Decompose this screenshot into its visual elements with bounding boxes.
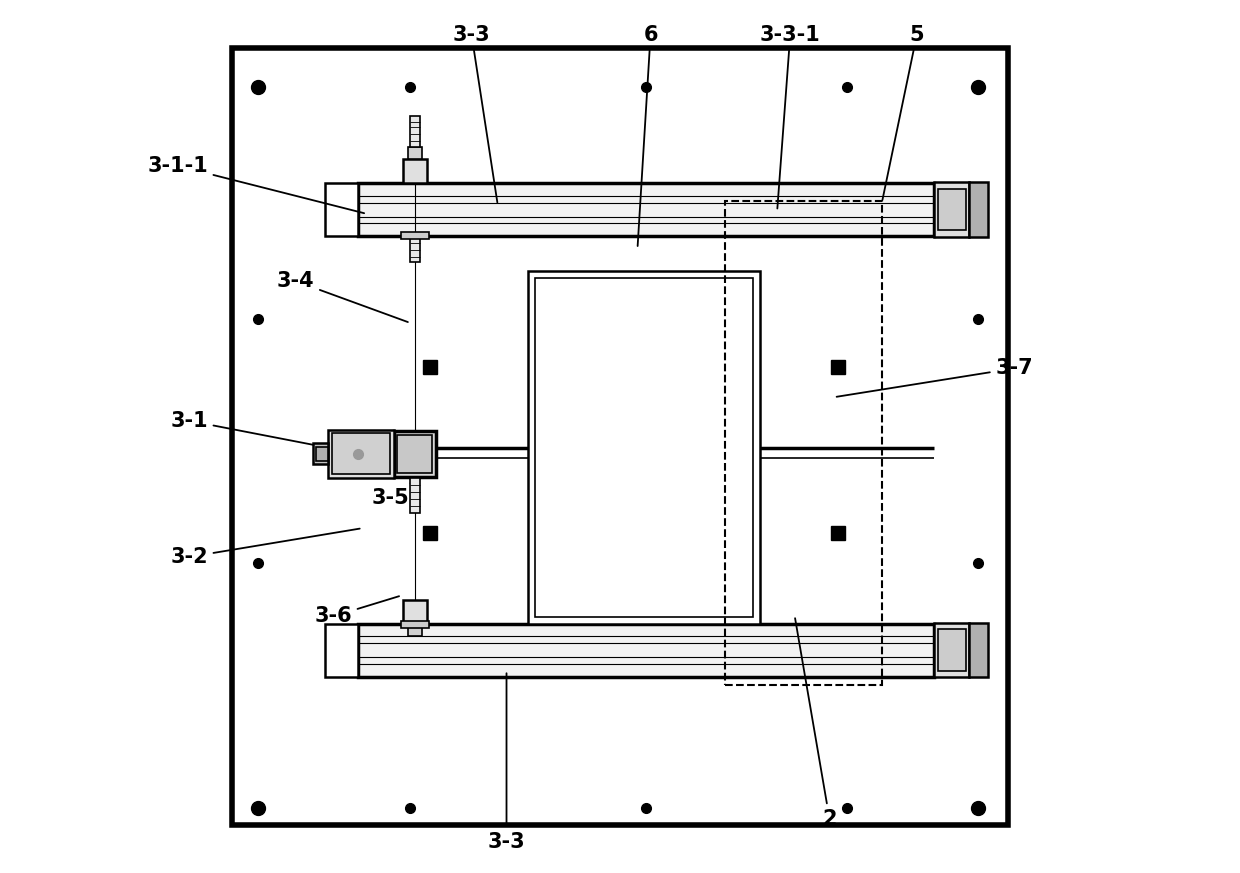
Bar xyxy=(316,447,329,461)
Bar xyxy=(312,443,329,464)
Bar xyxy=(423,526,436,540)
Bar xyxy=(831,526,846,540)
Bar xyxy=(724,201,882,685)
Text: 3-4: 3-4 xyxy=(277,272,408,322)
Bar xyxy=(536,278,753,617)
Text: 3-5: 3-5 xyxy=(371,478,419,507)
Bar xyxy=(358,624,934,677)
Bar xyxy=(332,433,391,475)
Bar xyxy=(397,435,433,473)
Text: 6: 6 xyxy=(637,25,657,246)
Bar xyxy=(401,232,429,239)
Bar xyxy=(423,360,436,374)
Text: 2: 2 xyxy=(795,618,837,828)
Bar xyxy=(232,48,1008,825)
Bar xyxy=(409,478,420,513)
Bar xyxy=(934,182,970,237)
Bar xyxy=(325,183,358,236)
Bar xyxy=(409,236,420,262)
Bar xyxy=(831,360,846,374)
Bar xyxy=(937,189,966,230)
Bar xyxy=(970,623,988,677)
Text: 3-3: 3-3 xyxy=(487,673,526,851)
Text: 3-3-1: 3-3-1 xyxy=(760,25,821,209)
Bar xyxy=(937,629,966,671)
Bar xyxy=(394,431,435,477)
Text: 3-2: 3-2 xyxy=(170,529,360,567)
Text: 3-6: 3-6 xyxy=(315,596,399,626)
Text: 3-7: 3-7 xyxy=(837,359,1033,396)
Bar xyxy=(409,116,420,147)
Bar xyxy=(329,430,394,478)
Bar xyxy=(528,271,760,624)
Bar xyxy=(934,623,970,677)
Text: 3-1: 3-1 xyxy=(170,411,340,450)
Bar xyxy=(401,621,429,628)
Bar xyxy=(325,624,358,677)
Bar xyxy=(970,182,988,237)
Bar xyxy=(403,600,427,624)
Text: 5: 5 xyxy=(883,25,924,200)
Text: 3-3: 3-3 xyxy=(453,25,497,203)
Bar xyxy=(403,159,427,183)
Bar xyxy=(408,624,422,636)
Bar xyxy=(408,147,422,159)
Text: 3-1-1: 3-1-1 xyxy=(148,156,365,213)
Bar xyxy=(358,183,934,236)
